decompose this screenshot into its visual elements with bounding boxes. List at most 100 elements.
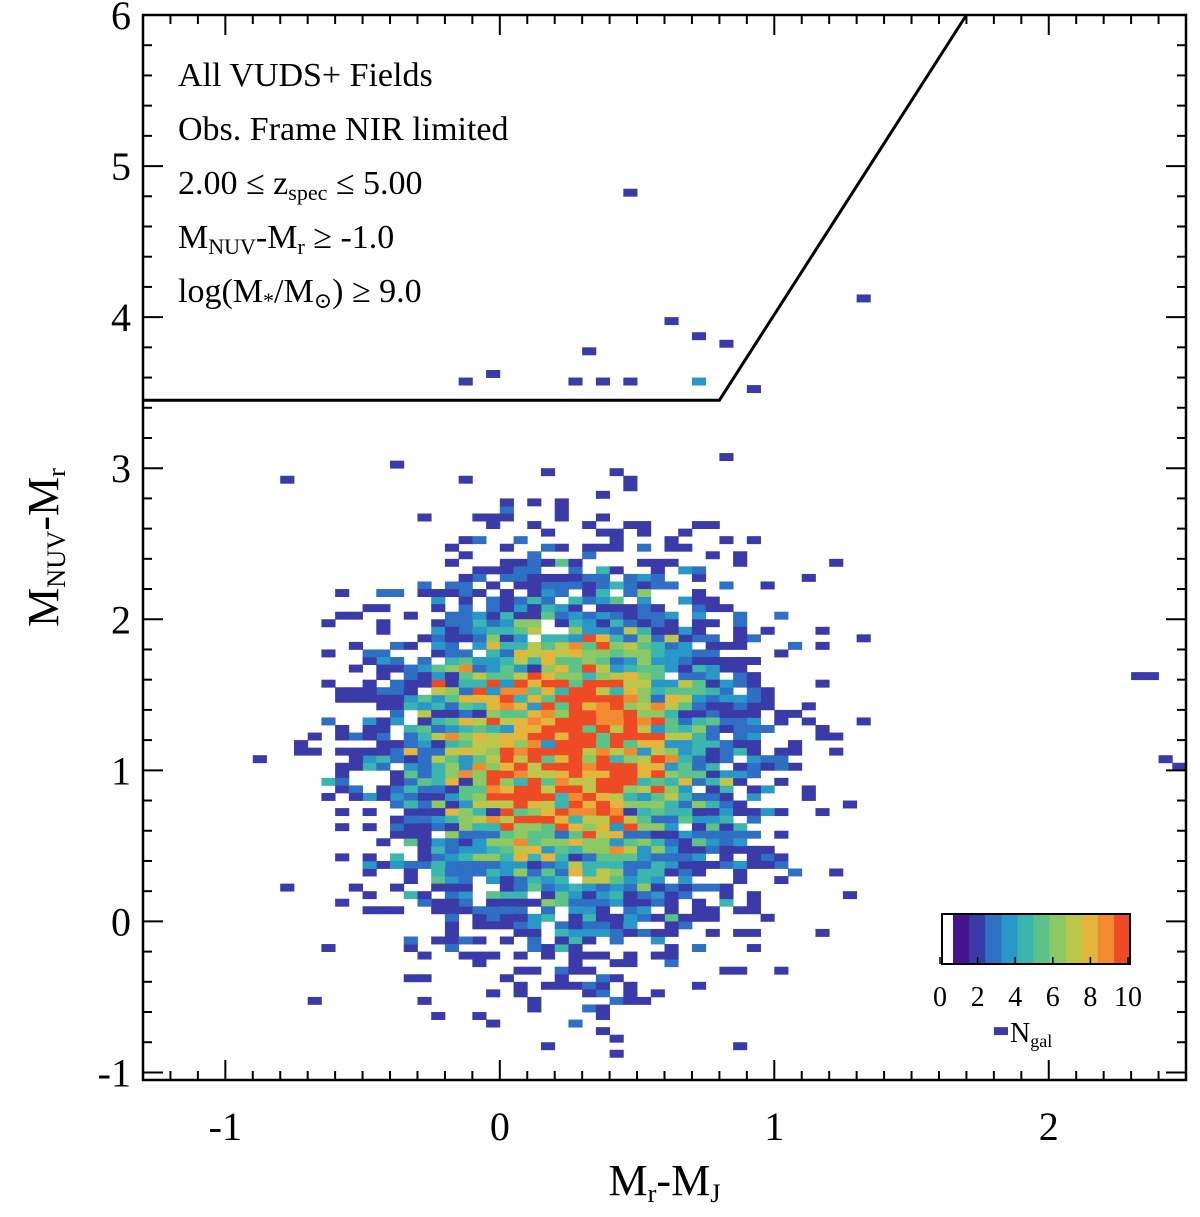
heatmap-bin (664, 626, 679, 635)
heatmap-bin (719, 717, 734, 726)
heatmap-bin (390, 823, 405, 832)
heatmap-bin (554, 513, 569, 522)
heatmap-bin (582, 883, 597, 892)
heatmap-bin (719, 536, 734, 545)
y-tick-label: 6 (111, 0, 131, 38)
heatmap-bin (746, 679, 761, 688)
heatmap-bin (444, 777, 460, 786)
heatmap-bin (609, 800, 624, 809)
heatmap-bin (499, 641, 514, 650)
heatmap-bin (486, 830, 501, 839)
heatmap-bin (691, 672, 707, 681)
heatmap-bin (678, 664, 693, 673)
heatmap-bin (719, 853, 734, 862)
heatmap-bin (733, 694, 748, 703)
heatmap-bin (733, 679, 748, 688)
heatmap-bin (280, 883, 295, 892)
heatmap-bin (623, 853, 638, 862)
heatmap-bin (472, 657, 487, 665)
heatmap-bin (486, 808, 501, 817)
heatmap-bin (719, 883, 734, 892)
heatmap-bin (513, 626, 528, 635)
heatmap-bin (705, 860, 720, 869)
heatmap-bin (321, 792, 336, 801)
heatmap-bin (609, 883, 624, 892)
heatmap-bin (527, 717, 542, 726)
heatmap-bin (431, 747, 446, 756)
heatmap-bin (595, 679, 611, 688)
heatmap-bin (472, 830, 487, 839)
heatmap-bin (746, 860, 761, 869)
heatmap-bin (637, 898, 652, 907)
heatmap-bin (554, 747, 569, 756)
heatmap-bin (472, 860, 487, 869)
heatmap-bin (582, 717, 597, 726)
heatmap-bin (540, 641, 556, 650)
outlier-bin (1144, 672, 1159, 681)
heatmap-bin (637, 755, 652, 764)
heatmap-bin (499, 604, 514, 613)
heatmap-bin (595, 672, 611, 681)
heatmap-bin (458, 725, 473, 733)
heatmap-bin (472, 823, 487, 832)
heatmap-bin (719, 838, 734, 847)
heatmap-bin (527, 709, 542, 718)
heatmap-bin (637, 800, 652, 809)
heatmap-bin (664, 709, 679, 718)
heatmap-bin (856, 717, 871, 726)
heatmap-bin (609, 959, 624, 968)
heatmap-bin (595, 589, 611, 597)
heatmap-bin (760, 687, 775, 696)
heatmap-bin (376, 672, 391, 681)
heatmap-bin (513, 694, 528, 703)
heatmap-bin (609, 694, 624, 703)
heatmap-bin (609, 566, 624, 575)
heatmap-bin (472, 566, 487, 575)
heatmap-bin (609, 830, 624, 839)
heatmap-bin (554, 868, 569, 877)
heatmap-bin (719, 830, 734, 839)
heatmap-bin (458, 823, 473, 832)
heatmap-bin (595, 725, 611, 733)
heatmap-bin (623, 906, 638, 915)
heatmap-bin (527, 687, 542, 696)
heatmap-bin (650, 785, 665, 794)
heatmap-bin (623, 785, 638, 794)
heatmap-bin (540, 853, 556, 862)
heatmap-bin (513, 566, 528, 575)
heatmap-bin (431, 800, 446, 809)
heatmap-bin (554, 800, 569, 809)
heatmap-bin (554, 966, 569, 975)
heatmap-bin (691, 981, 707, 990)
heatmap-bin (458, 604, 473, 613)
heatmap-bin (403, 755, 418, 764)
heatmap-bin (499, 558, 514, 567)
heatmap-bin (623, 672, 638, 681)
heatmap-bin (733, 928, 748, 937)
heatmap-bin (691, 853, 707, 862)
heatmap-bin (513, 913, 528, 922)
heatmap-bin (719, 891, 734, 900)
heatmap-bin (293, 747, 309, 756)
heatmap-bin (829, 868, 844, 877)
heatmap-bin (664, 860, 679, 869)
heatmap-bin (335, 747, 350, 756)
heatmap-bin (664, 838, 679, 847)
heatmap-bin (678, 596, 693, 605)
heatmap-bin (568, 679, 583, 688)
heatmap-bin (801, 785, 816, 794)
colorbar-segment (985, 914, 1002, 964)
heatmap-bin (540, 808, 556, 817)
heatmap-bin (554, 755, 569, 764)
heatmap-bin (527, 619, 542, 628)
heatmap-bin (499, 974, 514, 983)
heatmap-bin (623, 996, 638, 1005)
heatmap-bin (664, 944, 679, 952)
heatmap-bin (431, 641, 446, 650)
heatmap-bin (458, 740, 473, 749)
heatmap-bin (774, 747, 789, 756)
heatmap-bin (499, 626, 514, 635)
heatmap-bin (719, 792, 734, 801)
heatmap-bin (609, 823, 624, 832)
heatmap-bin (554, 634, 569, 643)
